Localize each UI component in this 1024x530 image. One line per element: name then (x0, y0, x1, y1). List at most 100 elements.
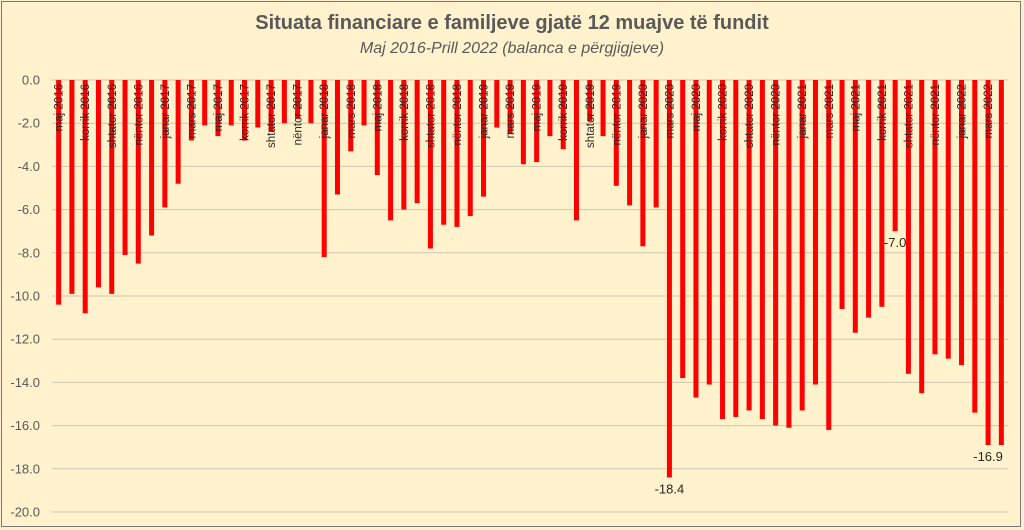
bar (773, 80, 779, 426)
bar (919, 80, 925, 394)
y-tick-label: -6.0 (18, 202, 40, 217)
bar (879, 80, 885, 307)
bar (188, 80, 194, 141)
y-tick-label: -10.0 (10, 289, 40, 304)
bar (972, 80, 978, 413)
data-label: -16.9 (973, 449, 1003, 464)
bar (905, 80, 911, 374)
bar (82, 80, 88, 314)
x-tick-label: korrik 2021 (877, 84, 889, 141)
x-tick-label: maj 2021 (850, 84, 862, 131)
x-tick-label: janar 2017 (160, 84, 172, 139)
bar (892, 80, 898, 232)
y-tick-label: -16.0 (10, 418, 40, 433)
y-tick-label: -2.0 (18, 116, 40, 131)
bar (534, 80, 540, 163)
x-tick-label: nëntor 2020 (771, 84, 783, 145)
bar (441, 80, 447, 225)
bar (653, 80, 659, 208)
bar (401, 80, 407, 210)
bar (202, 80, 208, 126)
x-tick-label: nëntor 2016 (133, 84, 145, 145)
bar (693, 80, 699, 398)
bar (69, 80, 75, 294)
x-tick-label: nëntor 2021 (930, 84, 942, 145)
x-tick-label: nëntor 2019 (611, 84, 623, 145)
bar (361, 80, 367, 126)
y-tick-label: -14.0 (10, 375, 40, 390)
bar (149, 80, 155, 236)
bar (242, 80, 248, 141)
y-tick-label: 0.0 (22, 73, 40, 88)
x-tick-label: janar 2019 (479, 84, 491, 139)
bar (122, 80, 128, 255)
bar (56, 80, 62, 305)
x-tick-label: maj 2019 (532, 84, 544, 131)
x-tick-label: mars 2022 (983, 84, 995, 138)
y-axis-ticks: 0.0 -2.0 -4.0 -6.0 -8.0 -10.0 -12.0 -14.0 -16.0 -… (10, 73, 40, 520)
x-tick-label: korrik 2016 (80, 84, 92, 141)
bar (839, 80, 845, 309)
y-tick-label: -8.0 (18, 245, 40, 260)
x-tick-label: shtator 2019 (585, 84, 597, 148)
x-tick-label: maj 2018 (372, 84, 384, 131)
bar (786, 80, 792, 428)
bars (56, 80, 1004, 478)
bar (494, 80, 500, 128)
bar (454, 80, 460, 227)
bar (826, 80, 832, 430)
bar (334, 80, 340, 195)
bar (215, 80, 221, 137)
x-tick-label: shtator 2016 (107, 84, 119, 148)
bar (866, 80, 872, 318)
bar (388, 80, 394, 221)
x-tick-label: maj 2016 (54, 84, 66, 131)
bar (228, 80, 234, 126)
bar (640, 80, 646, 247)
bar (613, 80, 619, 186)
data-label: -7.0 (884, 235, 906, 250)
bar (281, 80, 287, 124)
bar (95, 80, 101, 288)
bar (348, 80, 354, 152)
x-tick-label: mars 2021 (824, 84, 836, 138)
chart-subtitle: Maj 2016-Prill 2022 (balanca e përgjigje… (359, 40, 665, 57)
x-tick-label: janar 2021 (797, 84, 809, 139)
x-tick-label: mars 2019 (505, 84, 517, 138)
bar (720, 80, 726, 420)
x-tick-label: mars 2020 (664, 84, 676, 138)
x-tick-label: nëntor 2017 (293, 84, 305, 145)
bar (547, 80, 553, 137)
bar (162, 80, 168, 208)
bar (175, 80, 181, 184)
bar (945, 80, 951, 359)
bar (680, 80, 686, 379)
bar (959, 80, 965, 366)
x-tick-label: mars 2018 (346, 84, 358, 138)
bar (520, 80, 526, 165)
x-tick-label: mars 2017 (186, 84, 198, 138)
x-tick-label: janar 2020 (638, 84, 650, 139)
bar (374, 80, 380, 176)
x-tick-label: maj 2017 (213, 84, 225, 131)
gridlines (52, 79, 1008, 513)
y-tick-label: -18.0 (10, 461, 40, 476)
bar (706, 80, 712, 385)
y-tick-label: -4.0 (18, 159, 40, 174)
x-tick-label: korrik 2018 (399, 84, 411, 141)
x-tick-label: shtator 2018 (425, 84, 437, 148)
x-tick-label: korrik 2017 (240, 84, 252, 141)
bar (932, 80, 938, 355)
bar (135, 80, 141, 264)
bar (746, 80, 752, 411)
bar (799, 80, 805, 411)
x-tick-label: janar 2022 (957, 84, 969, 139)
x-tick-label: shtator 2020 (744, 84, 756, 148)
data-labels: -18.4 -7.0 -16.9 (655, 235, 1003, 496)
y-tick-label: -20.0 (10, 505, 40, 520)
bar (308, 80, 314, 124)
bar (812, 80, 818, 385)
bar (507, 80, 513, 134)
bar (998, 80, 1004, 446)
bar (985, 80, 991, 446)
